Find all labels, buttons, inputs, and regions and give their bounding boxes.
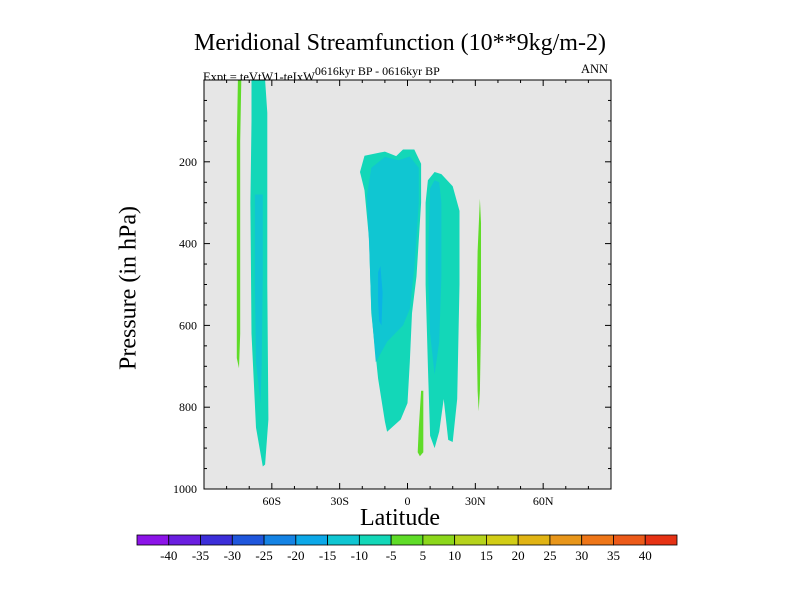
colorbar-swatch-8 <box>390 534 424 546</box>
colorbar-label-0: -40 <box>160 548 177 563</box>
colorbar-swatch-10 <box>454 534 487 546</box>
colorbar-swatch-2 <box>200 534 233 546</box>
colorbar-swatch-3 <box>231 534 265 546</box>
experiment-period: 0616kyr BP - 0616kyr BP <box>314 64 440 78</box>
colorbar-label-5: -15 <box>319 548 336 563</box>
y-tick-label-600: 600 <box>179 318 197 332</box>
contour-region-8 <box>417 390 424 457</box>
colorbar-label-8: 5 <box>420 548 427 563</box>
colorbar-swatch-0 <box>136 534 170 546</box>
colorbar-label-10: 15 <box>480 548 493 563</box>
colorbar-swatch-14 <box>581 534 614 546</box>
colorbar-swatch-12 <box>517 534 551 546</box>
colorbar-swatch-1 <box>168 534 201 546</box>
season-label: ANN <box>581 62 609 76</box>
colorbar-label-15: 40 <box>639 548 652 563</box>
y-tick-label-400: 400 <box>179 237 197 251</box>
colorbar-label-3: -25 <box>255 548 272 563</box>
x-tick-label-30: 30N <box>465 494 486 508</box>
colorbar-swatch-7 <box>358 534 392 546</box>
colorbar-swatch-6 <box>327 534 360 546</box>
colorbar-label-4: -20 <box>287 548 304 563</box>
colorbar-label-14: 35 <box>607 548 620 563</box>
colorbar-label-7: -5 <box>386 548 397 563</box>
contour-region-2 <box>254 194 263 404</box>
colorbar-label-12: 25 <box>543 548 556 563</box>
y-tick-label-200: 200 <box>179 155 197 169</box>
colorbar-swatch-13 <box>549 534 583 546</box>
colorbar-swatch-11 <box>486 534 519 546</box>
x-tick-label-60: 60N <box>533 494 554 508</box>
colorbar-label-13: 30 <box>575 548 588 563</box>
contour-region-9 <box>476 198 481 412</box>
colorbar-swatch-4 <box>263 534 297 546</box>
y-tick-label-800: 800 <box>179 400 197 414</box>
colorbar-label-6: -10 <box>351 548 368 563</box>
colorbar-swatch-15 <box>613 534 646 546</box>
colorbar-label-9: 10 <box>448 548 461 563</box>
y-tick-label-1000: 1000 <box>173 482 197 496</box>
x-tick-label--60: 60S <box>262 494 281 508</box>
colorbar-swatch-9 <box>422 534 456 546</box>
colorbar-label-1: -35 <box>192 548 209 563</box>
chart-title: Meridional Streamfunction (10**9kg/m-2) <box>194 30 606 56</box>
x-axis-title: Latitude <box>360 505 440 531</box>
contour-region-7 <box>427 180 442 375</box>
colorbar-swatch-5 <box>295 534 328 546</box>
x-tick-label--30: 30S <box>330 494 349 508</box>
colorbar-swatch-16 <box>644 534 678 546</box>
contour-region-0 <box>236 80 242 369</box>
x-tick-label-0: 0 <box>405 494 411 508</box>
contour-region-5 <box>378 266 383 326</box>
colorbar-label-11: 20 <box>512 548 525 563</box>
colorbar-label-2: -30 <box>224 548 241 563</box>
